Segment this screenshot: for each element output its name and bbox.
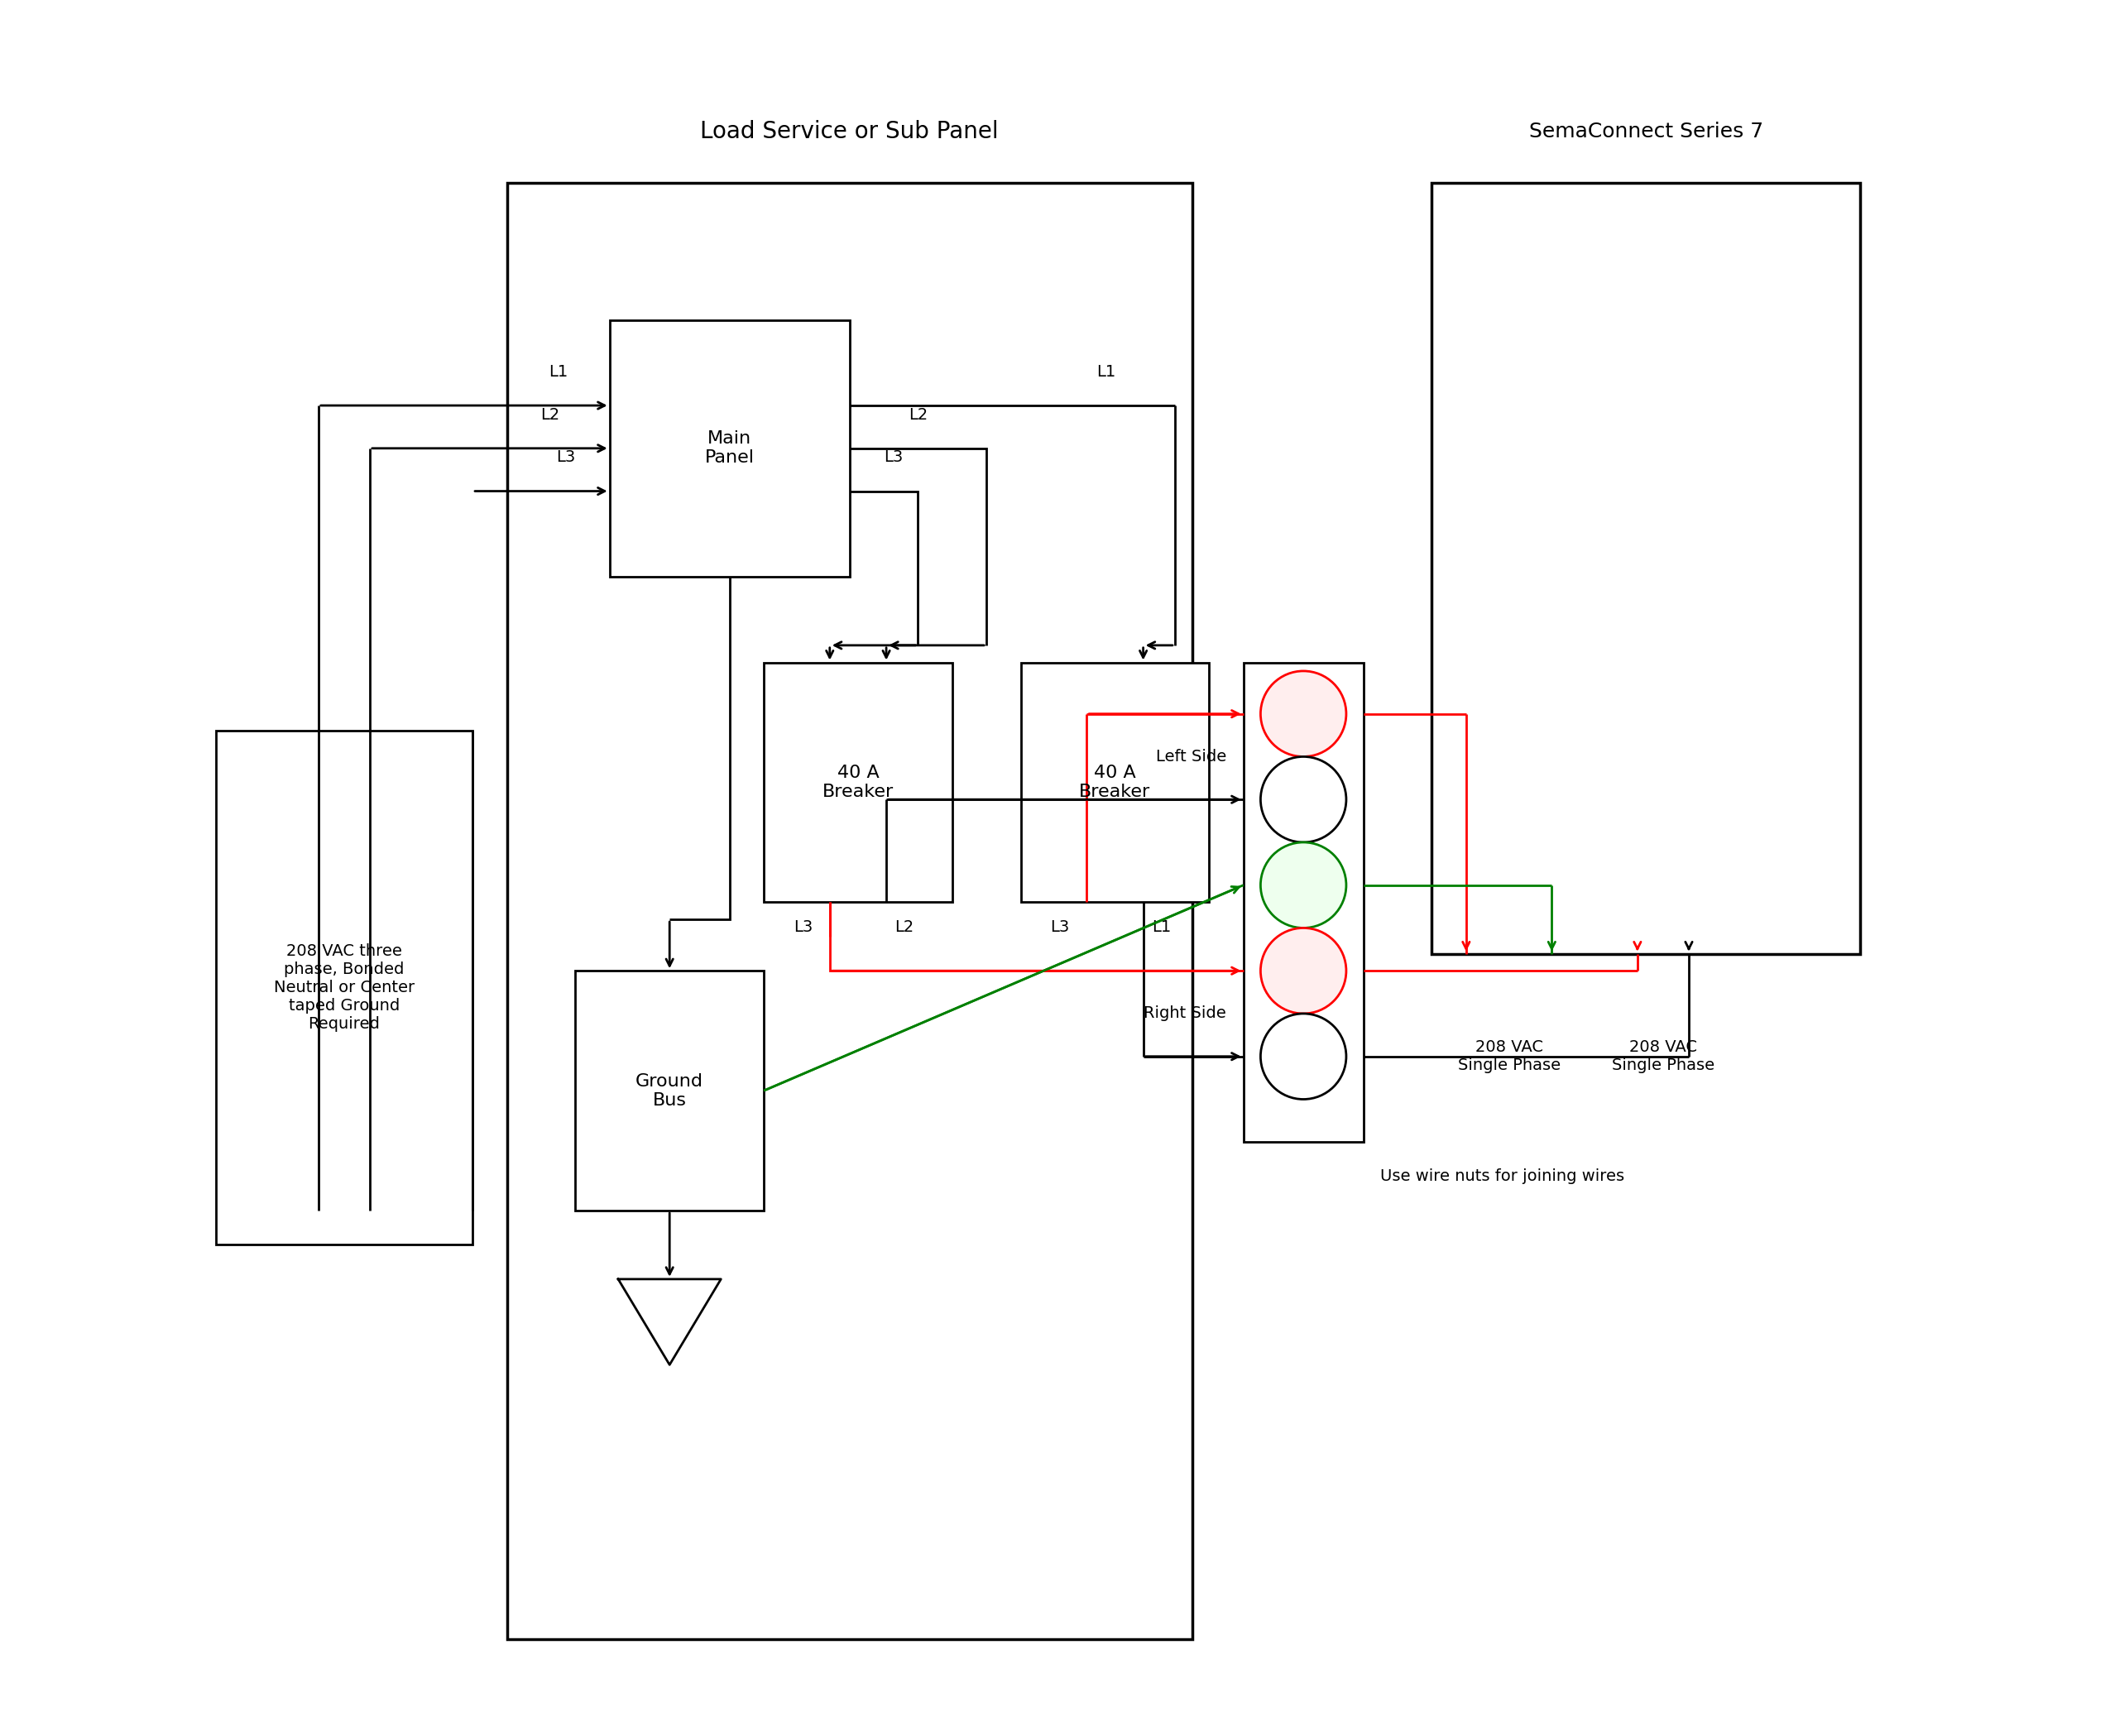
Text: Main
Panel: Main Panel [705, 431, 755, 467]
Bar [610, 319, 850, 576]
Text: 40 A
Breaker: 40 A Breaker [1080, 764, 1150, 800]
Bar [506, 182, 1192, 1639]
Circle shape [1260, 757, 1346, 842]
Text: 208 VAC
Single Phase: 208 VAC Single Phase [1458, 1040, 1559, 1073]
Bar [576, 970, 764, 1210]
Text: 208 VAC three
phase, Bonded
Neutral or Center
taped Ground
Required: 208 VAC three phase, Bonded Neutral or C… [274, 944, 414, 1033]
Text: L2: L2 [907, 406, 928, 422]
Text: L1: L1 [1152, 920, 1171, 936]
Text: 208 VAC
Single Phase: 208 VAC Single Phase [1612, 1040, 1715, 1073]
Text: L2: L2 [895, 920, 914, 936]
Text: L1: L1 [1097, 365, 1116, 380]
Circle shape [1260, 929, 1346, 1014]
Text: L1: L1 [549, 365, 568, 380]
Text: Ground
Bus: Ground Bus [635, 1073, 703, 1109]
Bar [1433, 182, 1861, 953]
Text: L3: L3 [793, 920, 812, 936]
Text: Left Side: Left Side [1156, 748, 1226, 764]
Circle shape [1260, 1014, 1346, 1099]
Text: L3: L3 [1051, 920, 1070, 936]
Text: L2: L2 [540, 406, 559, 422]
Bar [1243, 663, 1363, 1142]
Text: Right Side: Right Side [1144, 1005, 1226, 1021]
Text: L3: L3 [884, 450, 903, 465]
Circle shape [1260, 842, 1346, 929]
Text: 40 A
Breaker: 40 A Breaker [823, 764, 895, 800]
Bar [215, 731, 473, 1245]
Text: Load Service or Sub Panel: Load Service or Sub Panel [701, 120, 998, 142]
Bar [1021, 663, 1209, 903]
Text: L3: L3 [557, 450, 576, 465]
Text: Use wire nuts for joining wires: Use wire nuts for joining wires [1380, 1168, 1625, 1184]
Text: SemaConnect Series 7: SemaConnect Series 7 [1530, 122, 1764, 141]
Bar [764, 663, 952, 903]
Circle shape [1260, 672, 1346, 757]
